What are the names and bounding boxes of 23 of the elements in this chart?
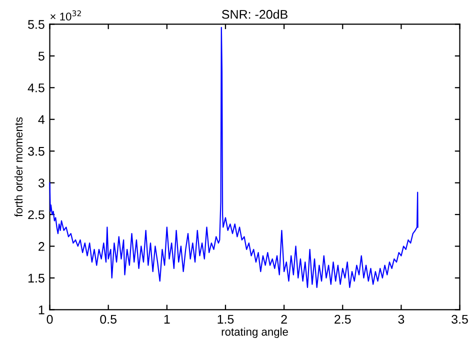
x-tick-label: 1 <box>164 314 170 324</box>
y-tick-label: 2.5 <box>28 210 44 220</box>
x-tick-label: 0.5 <box>100 314 117 324</box>
x-tick-label: 3.5 <box>452 314 468 324</box>
y-axis-title: forth order moments <box>14 117 23 217</box>
y-tick-label: 3.5 <box>28 146 44 156</box>
y-tick-label: 1 <box>38 306 44 314</box>
y-tick-label: 3 <box>38 178 44 188</box>
y-tick-label: 5.5 <box>28 20 44 29</box>
y-tick-label: 1.5 <box>28 274 44 283</box>
x-tick-label: 1.5 <box>218 314 234 324</box>
y-tick-label: 4 <box>38 115 45 124</box>
x-tick-label: 0 <box>46 314 53 324</box>
x-tick-label: 2 <box>281 314 287 324</box>
x-tick-label: 3 <box>398 314 404 324</box>
x-tick-label: 2.5 <box>334 314 351 324</box>
y-tick-label: 5 <box>38 52 44 61</box>
x-axis-title: rotating angle <box>222 328 288 338</box>
line-series <box>49 26 418 288</box>
y-tick-label: 4.5 <box>28 84 44 92</box>
text: × 10$^{32}$ <box>50 10 81 21</box>
chart-title: SNR: -20dB <box>222 10 288 19</box>
y-tick-label: 2 <box>38 242 44 251</box>
